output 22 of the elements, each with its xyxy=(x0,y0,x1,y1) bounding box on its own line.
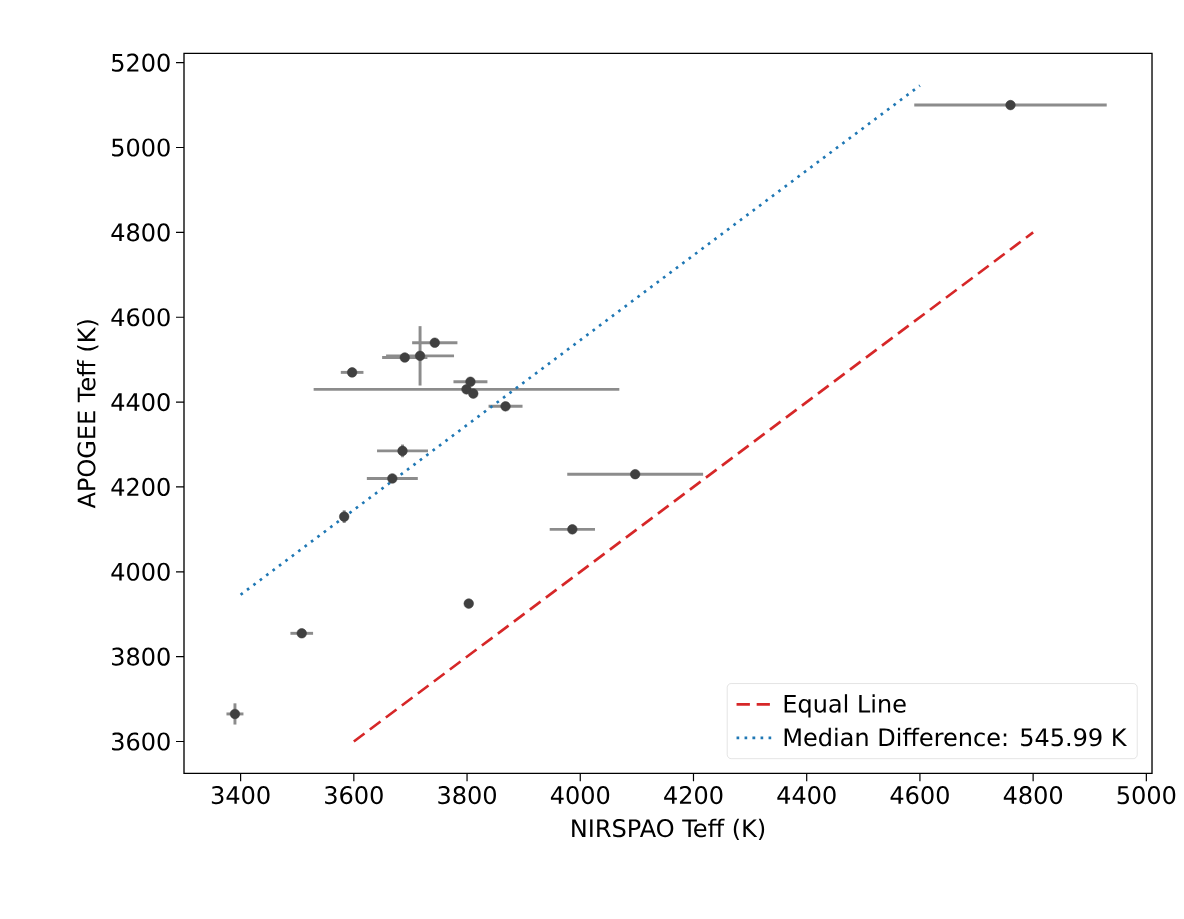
y-tick-label: 4600 xyxy=(111,308,170,327)
y-tick-label: 4800 xyxy=(111,223,170,242)
y-tick-label: 4400 xyxy=(111,393,170,412)
x-tick-label: 4800 xyxy=(1003,786,1063,805)
x-tick-label: 4400 xyxy=(777,786,836,805)
x-tick-label: 4000 xyxy=(550,786,610,805)
x-tick-label: 3400 xyxy=(211,786,270,805)
x-tick-label: 3800 xyxy=(438,786,496,805)
y-axis-title: APOGEE Teff (K) xyxy=(76,320,99,509)
x-tick-label: 4600 xyxy=(890,786,949,805)
legend-label: Equal Line xyxy=(784,694,906,718)
x-tick-label: 3600 xyxy=(325,786,383,805)
y-tick-label: 5200 xyxy=(112,53,170,72)
x-axis-title: NIRSPAO Teff (K) xyxy=(572,818,765,841)
x-tick-label: 5000 xyxy=(1117,786,1176,805)
y-tick-label: 5000 xyxy=(112,138,170,157)
y-tick-label: 3800 xyxy=(112,647,170,666)
y-tick-label: 4200 xyxy=(111,478,170,497)
y-tick-label: 3600 xyxy=(112,732,170,751)
x-tick-label: 4200 xyxy=(664,786,723,805)
legend-label: Median Difference: 545.99 K xyxy=(784,727,1128,747)
y-tick-label: 4000 xyxy=(111,562,170,582)
